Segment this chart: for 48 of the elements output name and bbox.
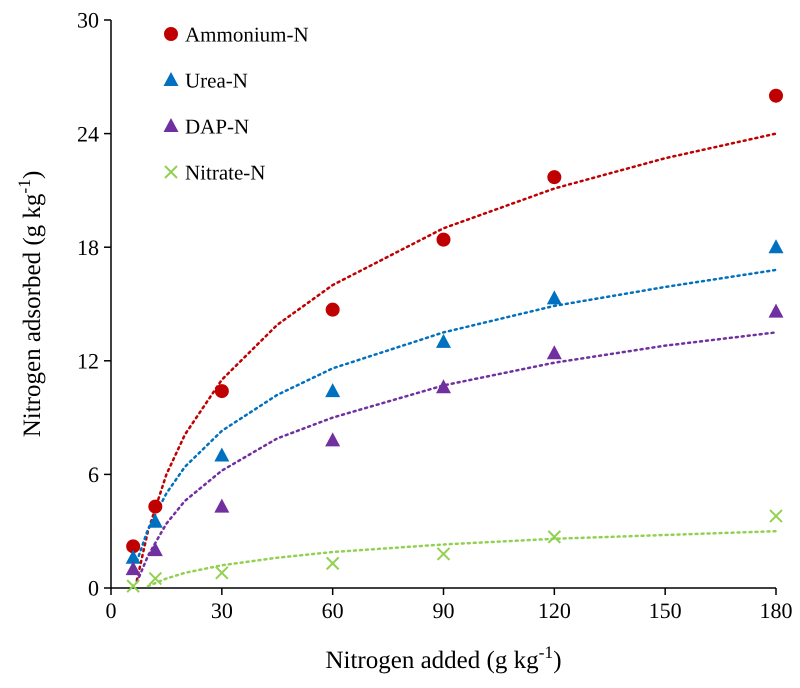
point xyxy=(214,498,230,513)
line-series xyxy=(136,132,778,582)
line-series xyxy=(146,530,778,588)
y-tick-label: 0 xyxy=(88,576,99,601)
x-tick-label: 0 xyxy=(106,598,116,623)
legend-label: Ammonium-N xyxy=(185,22,309,46)
x-tick-label: 30 xyxy=(210,598,233,623)
legend-label: Urea-N xyxy=(185,68,248,92)
point xyxy=(326,556,340,570)
point xyxy=(148,542,163,556)
point xyxy=(126,539,140,554)
point xyxy=(326,302,340,317)
point xyxy=(126,579,140,594)
point xyxy=(126,550,141,564)
y-tick-label: 6 xyxy=(88,462,99,488)
x-tick-label: 90 xyxy=(432,598,454,623)
point xyxy=(769,509,783,524)
y-tick-label: 12 xyxy=(77,348,99,374)
point xyxy=(436,334,451,348)
point xyxy=(436,232,450,247)
point xyxy=(768,239,784,254)
point xyxy=(769,88,783,103)
point xyxy=(148,572,162,586)
x-tick-label: 120 xyxy=(538,598,571,623)
point xyxy=(768,304,784,318)
point xyxy=(436,379,451,394)
point xyxy=(325,383,340,398)
legend-label: DAP-N xyxy=(185,114,250,138)
point xyxy=(546,290,562,304)
x-tick-label: 150 xyxy=(648,598,682,623)
point xyxy=(214,384,229,398)
y-tick-label: 24 xyxy=(77,121,99,146)
point xyxy=(436,546,450,561)
point xyxy=(547,170,562,184)
point xyxy=(126,561,141,576)
point xyxy=(325,432,340,446)
point xyxy=(214,566,229,580)
x-axis-title: Nitrogen added (g kg$^{-1}$) xyxy=(325,642,562,674)
y-tick-label: 18 xyxy=(77,234,99,260)
y-tick-label: 30 xyxy=(77,8,99,33)
x-tick-label: 60 xyxy=(322,598,344,623)
point xyxy=(148,500,162,514)
point xyxy=(546,345,562,360)
point xyxy=(148,514,163,528)
point xyxy=(214,447,230,462)
point xyxy=(547,530,562,544)
x-tick-label: 180 xyxy=(760,598,792,623)
legend-label: Nitrate-N xyxy=(185,160,266,184)
